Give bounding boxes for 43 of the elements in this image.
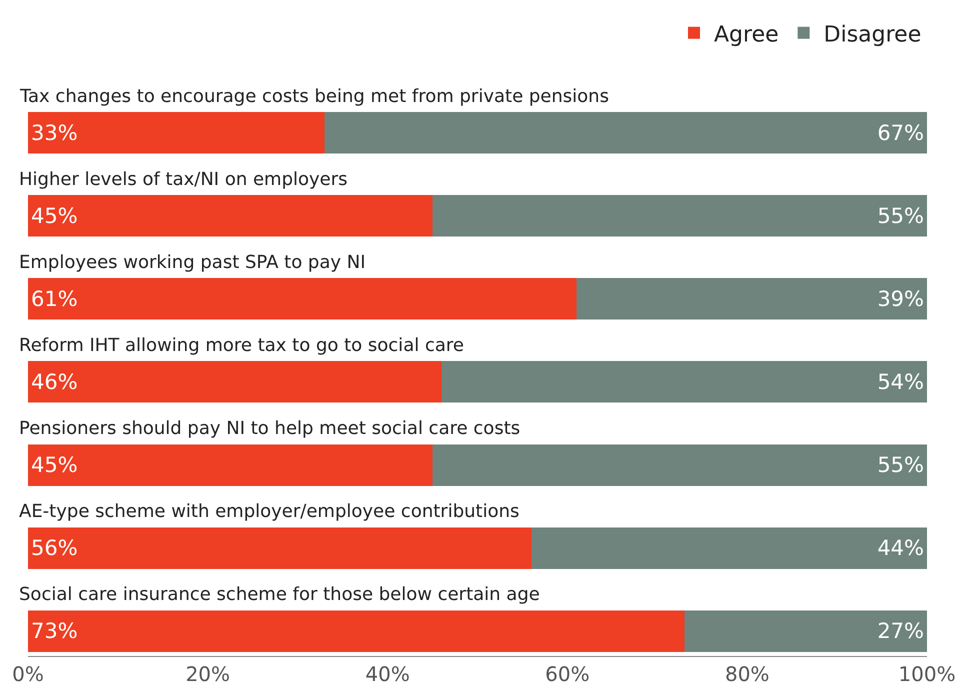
- bar: [432, 195, 927, 237]
- data-label: 39%: [877, 286, 924, 311]
- y-tick-label: Social care insurance scheme for those below certain age: [19, 584, 540, 605]
- data-label: 67%: [877, 120, 924, 145]
- data-label: 44%: [877, 536, 924, 560]
- y-tick-label: Reform IHT allowing more tax to go to social care: [19, 335, 464, 356]
- y-tick-label: Higher levels of tax/NI on employers: [19, 169, 348, 190]
- bar: [432, 444, 927, 486]
- legend-label: Agree: [714, 22, 779, 48]
- bar: [28, 278, 576, 320]
- data-label: 45%: [31, 453, 78, 478]
- x-tick-label: 0%: [12, 662, 44, 686]
- bar: [28, 361, 442, 403]
- bar: [28, 610, 684, 652]
- bar: [28, 527, 532, 569]
- bar: [531, 527, 927, 569]
- data-label: 55%: [877, 453, 924, 478]
- bar: [576, 278, 927, 320]
- legend-label: Disagree: [824, 22, 922, 48]
- data-label: 56%: [31, 536, 78, 560]
- x-tick-label: 100%: [898, 662, 956, 686]
- y-tick-label: Employees working past SPA to pay NI: [19, 252, 366, 273]
- bar: [324, 112, 927, 154]
- data-label: 55%: [877, 204, 924, 228]
- bar: [28, 112, 325, 154]
- bar: [28, 195, 433, 237]
- data-label: 27%: [877, 619, 924, 644]
- y-tick-label: AE-type scheme with employer/employee contributions: [19, 501, 520, 522]
- y-tick-label: Pensioners should pay NI to help meet social care costs: [19, 418, 520, 439]
- bar: [684, 610, 927, 652]
- data-label: 45%: [31, 204, 78, 228]
- data-label: 46%: [31, 370, 78, 394]
- x-tick-label: 60%: [545, 662, 590, 686]
- data-label: 73%: [31, 619, 78, 644]
- data-label: 54%: [877, 370, 924, 394]
- x-tick-label: 20%: [186, 662, 230, 686]
- bar: [28, 444, 433, 486]
- x-tick-label: 80%: [724, 662, 770, 686]
- data-label: 61%: [31, 286, 78, 311]
- bar: [442, 361, 927, 403]
- x-tick-label: 40%: [365, 662, 410, 686]
- data-label: 33%: [31, 120, 78, 145]
- y-tick-label: Tax changes to encourage costs being met from private pensions: [19, 86, 609, 107]
